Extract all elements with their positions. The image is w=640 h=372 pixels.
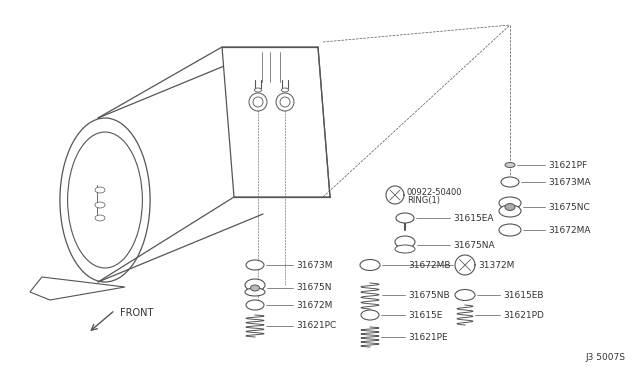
Text: 31672MA: 31672MA [548,225,591,234]
Text: 31621PD: 31621PD [503,311,544,320]
Ellipse shape [505,203,515,211]
Ellipse shape [396,213,414,223]
Text: 31372M: 31372M [478,260,515,269]
Text: 31621PF: 31621PF [548,160,587,170]
Ellipse shape [60,118,150,282]
Text: 31675NA: 31675NA [453,241,495,250]
Ellipse shape [250,285,259,291]
Ellipse shape [499,224,521,236]
Circle shape [280,97,290,107]
Ellipse shape [245,288,265,296]
Ellipse shape [246,300,264,310]
Ellipse shape [95,215,105,221]
Ellipse shape [95,202,105,208]
Circle shape [249,93,267,111]
Text: 31615E: 31615E [408,311,442,320]
Text: 31675N: 31675N [296,283,332,292]
Text: 00922-50400: 00922-50400 [407,187,463,196]
Text: 31675NB: 31675NB [408,291,450,299]
Text: 31673M: 31673M [296,260,333,269]
Ellipse shape [282,88,289,92]
Text: 31615EB: 31615EB [503,291,543,299]
Ellipse shape [455,289,475,301]
Text: 31675NC: 31675NC [548,202,589,212]
Text: 31621PE: 31621PE [408,333,447,341]
Ellipse shape [501,177,519,187]
Ellipse shape [246,260,264,270]
Ellipse shape [255,88,262,92]
Text: J3 5007S: J3 5007S [585,353,625,362]
Polygon shape [222,47,330,197]
Ellipse shape [499,205,521,217]
Ellipse shape [95,187,105,193]
Text: RING(1): RING(1) [407,196,440,205]
Circle shape [253,97,263,107]
Ellipse shape [395,245,415,253]
Ellipse shape [499,197,521,209]
Ellipse shape [395,236,415,248]
Ellipse shape [505,163,515,167]
Circle shape [276,93,294,111]
Polygon shape [30,277,125,300]
Ellipse shape [361,310,379,320]
Ellipse shape [245,279,265,291]
Text: 31672M: 31672M [296,301,332,310]
Ellipse shape [360,260,380,270]
Text: 31621PC: 31621PC [296,321,336,330]
Ellipse shape [68,132,143,268]
Text: FRONT: FRONT [120,308,154,318]
Text: 31615EA: 31615EA [453,214,493,222]
Text: 31673MA: 31673MA [548,177,591,186]
Text: 31672MB: 31672MB [408,260,451,269]
